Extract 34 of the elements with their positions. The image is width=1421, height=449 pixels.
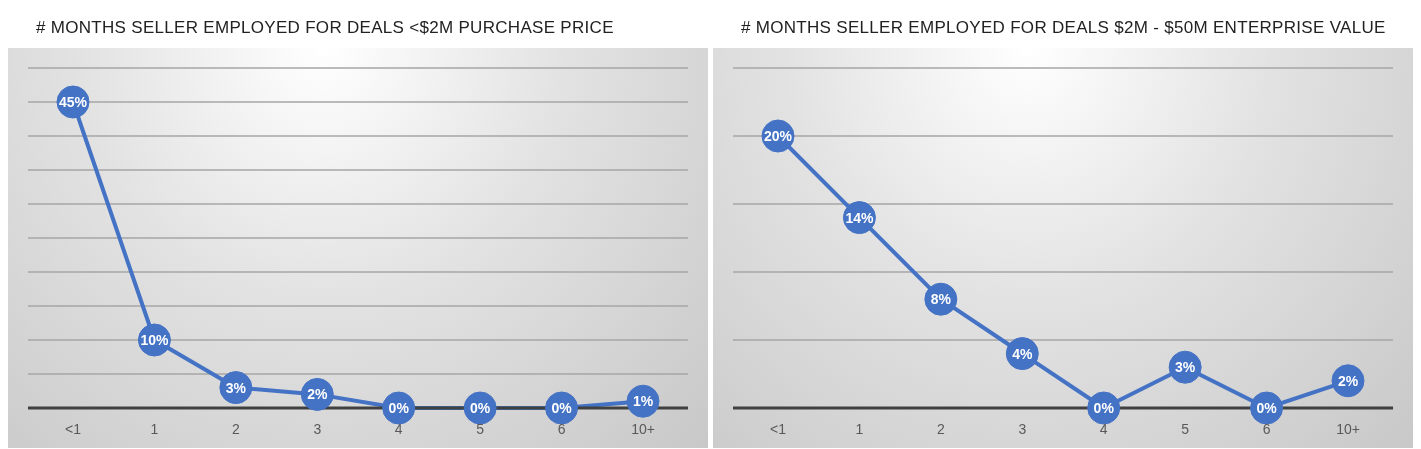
data-label: 0%	[1256, 400, 1278, 416]
x-tick-label: 5	[476, 420, 485, 437]
data-label: 0%	[1093, 400, 1115, 416]
x-tick-label: 10+	[1336, 420, 1360, 437]
data-label: 4%	[1012, 345, 1033, 362]
x-tick-label: <1	[770, 420, 787, 437]
data-label: 0%	[388, 400, 410, 416]
data-label: 3%	[225, 379, 247, 396]
x-tick-label: 5	[1181, 420, 1190, 437]
x-tick-label: 2	[936, 420, 945, 437]
data-label: 8%	[930, 291, 952, 308]
data-label: 0%	[470, 400, 491, 416]
chart-title: # MONTHS SELLER EMPLOYED FOR DEALS $2M - $50M ENTERPRISE VALUE	[740, 17, 1387, 39]
x-tick-label: 10+	[631, 420, 655, 437]
x-tick-label: <1	[65, 420, 82, 437]
data-label: 2%	[1337, 372, 1359, 389]
x-tick-label: 6	[557, 420, 566, 437]
data-label: 10%	[140, 332, 169, 348]
data-label: 14%	[845, 209, 874, 226]
data-label: 1%	[632, 393, 654, 410]
x-tick-label: 4	[1099, 420, 1108, 437]
chart-title: # MONTHS SELLER EMPLOYED FOR DEALS <$2M PURCHASE PRICE	[35, 17, 615, 39]
x-tick-label: 3	[1018, 420, 1027, 437]
x-tick-label: 4	[394, 420, 403, 437]
x-tick-label: 6	[1262, 420, 1271, 437]
data-label: 45%	[58, 94, 88, 110]
x-tick-label: 1	[855, 420, 864, 437]
x-tick-label: 2	[231, 420, 240, 437]
data-label: 2%	[307, 386, 328, 403]
x-tick-label: 1	[150, 420, 159, 437]
x-tick-label: 3	[313, 420, 322, 437]
data-label: 0%	[551, 400, 573, 416]
data-label: 3%	[1175, 359, 1196, 376]
data-label: 20%	[763, 128, 793, 144]
